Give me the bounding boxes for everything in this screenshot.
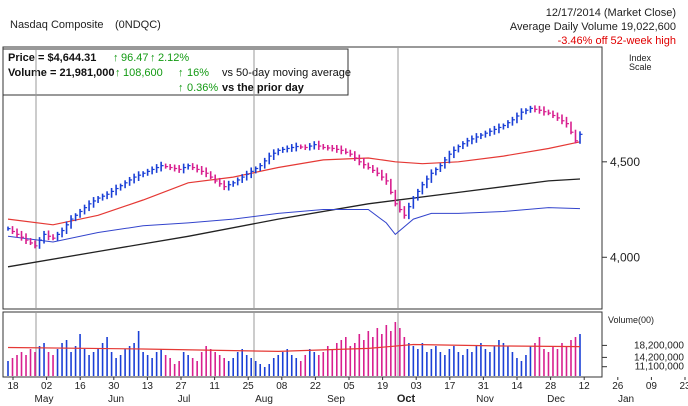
volume-tick-label: 14,200,000 [634,352,684,363]
axis-labels: 4,000 4,500 11,100,00014,200,00018,200,000… [7,155,688,405]
price-pct: 2.12% [158,52,189,64]
x-day-label: 14 [511,381,523,392]
avg-volume: Average Daily Volume 19,022,600 [510,21,676,33]
price-tick-label: 4,500 [610,155,640,169]
prior-pct: 0.36% [187,82,218,94]
x-day-label: 23 [679,381,688,392]
x-day-label: 08 [276,381,288,392]
volume-axis-title: Volume(00) [608,315,654,325]
x-day-label: 26 [612,381,624,392]
x-day-label: 17 [444,381,456,392]
up-arrow-icon: ↑ [178,67,184,79]
vol-vs: vs 50-day moving average [222,67,351,79]
relative-strength-line [7,207,581,243]
index-scale-title-1: Index [629,53,652,63]
x-month-label: Sep [327,394,345,405]
volume-label: Volume = 21,981,000 [8,67,115,79]
session-date: 12/17/2014 (Market Close) [546,7,676,19]
up-arrow-icon: ↑ [115,67,121,79]
up-arrow-icon: ↑ [113,52,119,64]
x-day-label: 30 [108,381,120,392]
ma-fast-line [7,141,581,226]
x-day-label: 12 [579,381,591,392]
price-change: 96.47 [121,52,149,64]
x-day-label: 13 [142,381,154,392]
x-day-label: 05 [343,381,355,392]
x-month-label: Aug [255,394,273,405]
info-box [2,48,349,96]
x-day-label: 11 [209,381,220,392]
vol-pct: 16% [187,67,209,79]
vol-change: 108,600 [123,67,163,79]
x-day-label: 16 [75,381,87,392]
x-month-label: Jul [178,394,191,405]
index-scale-title-2: Scale [629,62,652,72]
price-tick-label: 4,000 [610,250,640,264]
x-day-label: 28 [545,381,557,392]
x-month-label: Nov [476,394,494,405]
x-day-label: 09 [646,381,658,392]
x-month-label: Oct [397,393,416,405]
x-day-label: 27 [175,381,187,392]
x-month-label: Jan [618,394,634,405]
x-day-label: 22 [310,381,322,392]
x-day-label: 03 [411,381,423,392]
up-arrow-icon: ↑ [150,52,156,64]
index-name: Nasdaq Composite [10,19,104,31]
x-month-label: Jun [108,394,124,405]
volume-tick-label: 11,100,000 [635,362,685,373]
index-symbol: (0NDQC) [115,19,161,31]
volume-bars [7,322,581,376]
ma-slow-line [7,178,581,268]
moving-averages [7,141,581,268]
price-bars [7,105,583,249]
price-label: Price = $4,644.31 [8,52,96,64]
volume-tick-label: 18,200,000 [634,340,684,351]
volume-ma-line [7,343,581,353]
x-day-label: 25 [243,381,255,392]
x-month-label: Dec [547,394,565,405]
x-day-label: 18 [7,381,19,392]
x-month-label: May [35,394,54,405]
x-day-label: 19 [377,381,389,392]
grid-lines [35,47,399,377]
x-day-label: 02 [41,381,53,392]
prior-vs: vs the prior day [222,82,305,94]
off-high: -3.46% off 52-week high [558,35,676,47]
x-day-label: 31 [478,381,490,392]
up-arrow-icon: ↑ [178,82,184,94]
